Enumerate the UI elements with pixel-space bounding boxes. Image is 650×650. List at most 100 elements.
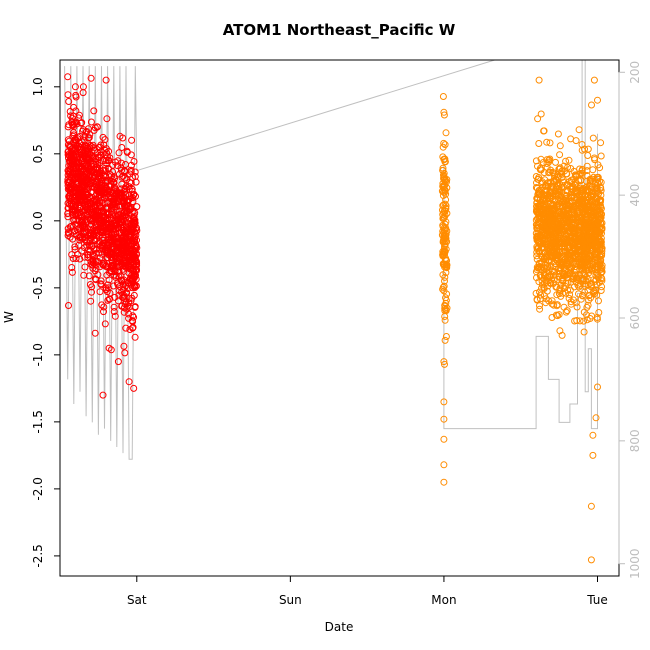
- data-point: [562, 210, 569, 218]
- data-point: [110, 303, 118, 311]
- data-point: [123, 249, 131, 257]
- data-point: [70, 129, 77, 137]
- data-point: [564, 230, 572, 238]
- x-tick-label: Tue: [586, 593, 608, 607]
- y2-tick-label: 600: [628, 307, 642, 330]
- data-point: [81, 263, 89, 271]
- data-point: [574, 255, 582, 263]
- data-point: [131, 168, 139, 176]
- data-point: [88, 209, 96, 216]
- data-point: [561, 243, 569, 251]
- data-point: [99, 157, 107, 165]
- data-point: [117, 272, 125, 280]
- data-point: [110, 173, 118, 181]
- data-point: [133, 203, 141, 211]
- data-point: [543, 265, 550, 272]
- data-point: [94, 257, 102, 265]
- data-point: [569, 192, 577, 200]
- data-point: [583, 183, 591, 191]
- data-point: [589, 211, 596, 218]
- data-point: [91, 237, 99, 245]
- y-tick-label: 1.0: [31, 77, 45, 96]
- data-point: [441, 336, 449, 344]
- data-point: [554, 201, 562, 209]
- data-point: [585, 206, 593, 214]
- data-point: [534, 202, 542, 210]
- data-point: [442, 254, 450, 262]
- data-point: [584, 301, 592, 309]
- data-point: [596, 196, 604, 204]
- data-point: [97, 217, 105, 225]
- data-point: [99, 239, 107, 247]
- y-tick-label: -0.5: [31, 276, 45, 299]
- data-point: [577, 176, 585, 184]
- data-point: [74, 217, 82, 225]
- data-point: [538, 281, 546, 289]
- data-point: [118, 198, 126, 206]
- data-point: [550, 221, 557, 229]
- data-point: [106, 250, 114, 258]
- data-point: [585, 296, 593, 304]
- data-point: [75, 241, 83, 249]
- data-point: [591, 156, 599, 164]
- data-point: [588, 101, 595, 109]
- data-point: [88, 288, 95, 296]
- data-point: [92, 196, 100, 203]
- data-point: [589, 188, 597, 196]
- y-tick-label: -2.0: [31, 477, 45, 500]
- data-point: [109, 263, 117, 271]
- data-point: [103, 153, 111, 161]
- data-point: [102, 186, 110, 194]
- data-point: [545, 178, 553, 186]
- y-tick-label: -1.0: [31, 343, 45, 366]
- data-point: [125, 303, 133, 311]
- y-tick-label: 0.0: [31, 211, 45, 230]
- data-point: [86, 165, 94, 172]
- data-point: [584, 202, 592, 209]
- data-point: [567, 300, 575, 308]
- data-point: [91, 275, 99, 283]
- data-point: [75, 224, 83, 232]
- data-point: [590, 76, 598, 84]
- data-point: [128, 136, 136, 144]
- plot-frame: [59, 59, 620, 577]
- data-point: [64, 141, 72, 149]
- data-point: [122, 282, 130, 290]
- data-point: [557, 292, 565, 300]
- data-point: [64, 73, 72, 81]
- x-tick-label: Sat: [127, 593, 147, 607]
- data-point: [569, 183, 577, 191]
- data-point: [547, 226, 555, 234]
- data-point: [89, 261, 96, 269]
- data-point: [114, 297, 122, 305]
- data-point: [589, 134, 597, 142]
- data-point: [68, 180, 76, 188]
- data-point: [104, 227, 112, 235]
- data-point: [125, 310, 133, 318]
- data-point: [129, 194, 137, 202]
- data-point: [597, 139, 605, 147]
- data-point: [126, 230, 134, 238]
- data-point: [71, 83, 79, 91]
- data-point: [86, 229, 94, 237]
- data-point: [596, 241, 604, 248]
- data-point: [101, 179, 109, 187]
- data-point: [535, 210, 543, 218]
- data-point: [547, 199, 554, 207]
- data-point: [95, 225, 103, 233]
- data-point: [97, 216, 104, 224]
- data-point: [130, 190, 138, 198]
- data-point: [544, 208, 551, 216]
- data-point: [72, 118, 80, 126]
- data-point: [125, 378, 133, 386]
- data-point: [79, 174, 87, 182]
- series-2: [438, 76, 606, 564]
- data-point: [79, 234, 87, 241]
- data-point: [586, 177, 594, 185]
- data-point: [97, 281, 105, 289]
- data-point: [111, 312, 119, 320]
- data-point: [92, 160, 100, 168]
- data-point: [575, 126, 583, 134]
- data-point: [441, 141, 449, 149]
